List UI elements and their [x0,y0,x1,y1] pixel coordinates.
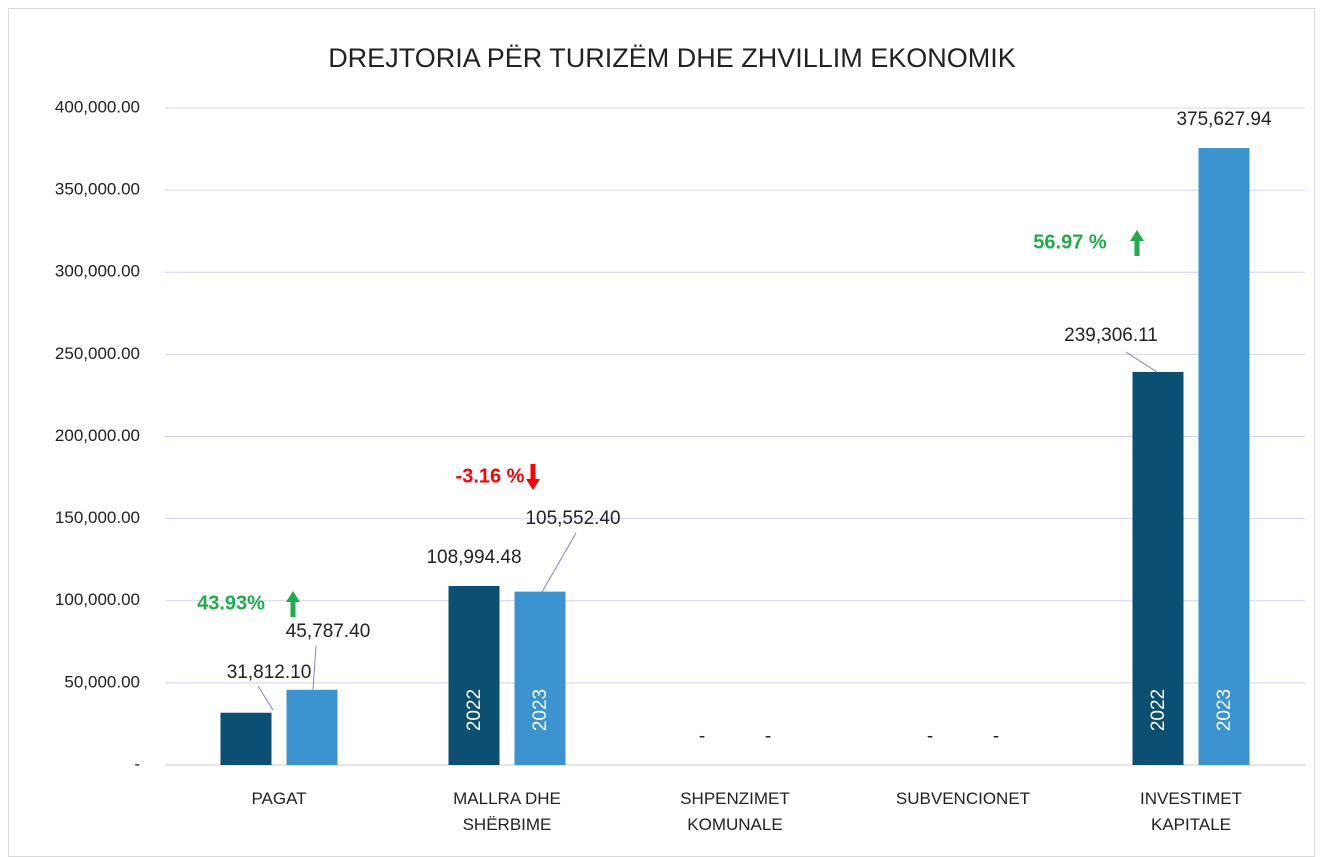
bar [286,689,338,765]
y-tick-label: 150,000.00 [55,508,140,527]
y-tick-label: 100,000.00 [55,590,140,609]
x-tick-label: SHPENZIMET KOMUNALE [680,789,790,834]
y-tick-label: 250,000.00 [55,344,140,363]
series-name-label: 2023 [1214,689,1235,731]
series-name-label: 2022 [464,689,485,731]
leader-line [257,685,274,711]
bar [514,591,566,765]
annotation: -3.16 % [456,465,525,487]
series-name-label: 2022 [1148,689,1169,731]
leader-line [312,645,317,691]
y-tick-label: - [134,754,140,773]
data-label: 375,627.94 [1176,109,1272,130]
y-tick-label: 300,000.00 [55,262,140,281]
annotation-arrow [526,464,540,490]
y-tick-label: 350,000.00 [55,180,140,199]
data-label: 45,787.40 [286,621,371,642]
annotation-arrow [286,591,300,617]
data-label: 105,552.40 [525,508,620,529]
series-name-label: 2023 [530,689,551,731]
annotation: 56.97 % [1033,231,1107,253]
annotation-arrow [1130,230,1144,256]
y-tick-label: 50,000.00 [64,672,140,691]
data-label: - [927,726,933,747]
bar [1132,371,1184,765]
data-label: 108,994.48 [426,547,521,568]
bar [448,585,500,765]
y-tick-label: 200,000.00 [55,426,140,445]
bar [1198,148,1250,765]
x-tick-label: SUBVENCIONET [895,789,1031,808]
x-tick-label: MALLRA DHE SHËRBIME [453,789,561,834]
leader-line [541,532,577,593]
leader-line [1125,351,1158,373]
chart-title: DREJTORIA PËR TURIZËM DHE ZHVILLIM EKONO… [328,43,1016,73]
data-label: - [699,726,705,747]
x-tick-label: PAGAT [251,789,307,808]
data-label: 239,306.11 [1064,325,1158,346]
x-tick-label: INVESTIMET KAPITALE [1139,789,1242,834]
y-tick-label: 400,000.00 [55,97,140,116]
data-label: 31,812.10 [227,662,312,683]
bar [220,712,272,765]
annotation: 43.93% [197,592,265,614]
data-label: - [765,726,771,747]
data-label: - [993,726,999,747]
frame-border [8,8,1315,857]
